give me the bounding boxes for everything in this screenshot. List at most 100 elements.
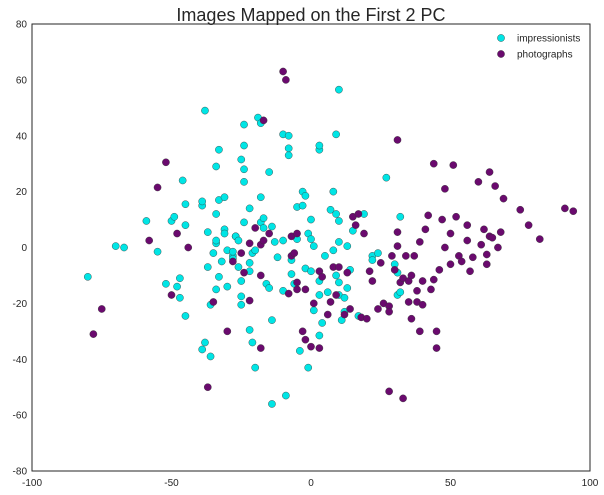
data-point	[307, 215, 315, 224]
data-point	[446, 229, 455, 238]
data-point	[516, 205, 525, 214]
y-tick-label: -60	[13, 411, 28, 422]
data-point	[268, 316, 276, 324]
data-point	[256, 271, 265, 280]
data-point	[240, 218, 248, 227]
data-point	[245, 204, 254, 213]
data-point	[307, 342, 315, 351]
data-point	[315, 141, 324, 150]
data-point	[256, 193, 265, 202]
data-point	[438, 215, 446, 224]
data-point	[206, 352, 215, 361]
data-point	[181, 200, 190, 208]
data-point	[268, 222, 276, 231]
data-point	[229, 257, 237, 266]
data-point	[248, 338, 257, 347]
data-point	[212, 210, 220, 218]
data-point	[429, 159, 438, 168]
data-point	[496, 228, 505, 236]
data-point	[237, 292, 246, 301]
data-point	[374, 249, 382, 257]
y-tick-label: 40	[16, 131, 28, 142]
data-point	[240, 165, 248, 174]
x-tick-label: 50	[445, 478, 457, 489]
data-point	[376, 259, 385, 267]
data-point	[251, 224, 259, 232]
data-point	[245, 326, 254, 334]
data-point	[170, 212, 179, 221]
data-point	[424, 211, 432, 220]
data-point	[335, 85, 343, 94]
data-point	[407, 314, 416, 323]
y-tick-label: 20	[16, 187, 28, 198]
data-point	[315, 291, 324, 299]
data-point	[256, 344, 265, 352]
data-point	[421, 225, 430, 234]
data-point	[351, 221, 360, 229]
data-point	[365, 267, 374, 276]
data-point	[279, 236, 287, 245]
data-point	[326, 298, 335, 306]
data-point	[390, 266, 399, 274]
data-point	[184, 243, 193, 252]
data-point	[463, 236, 472, 245]
y-tick-label: 80	[16, 20, 28, 31]
data-point	[293, 229, 301, 238]
data-point	[153, 247, 162, 256]
data-point	[488, 233, 497, 242]
legend-label: impressionists	[517, 34, 580, 45]
data-point	[259, 224, 268, 232]
y-tick-label: -40	[13, 355, 28, 366]
data-point	[399, 394, 407, 403]
data-point	[198, 197, 206, 206]
data-point	[418, 277, 427, 285]
x-tick-label: -50	[164, 478, 179, 489]
data-point	[494, 243, 502, 252]
data-point	[298, 201, 307, 210]
legend: impressionists photographs	[497, 34, 580, 61]
data-point	[240, 120, 248, 129]
data-point	[282, 76, 290, 84]
data-point	[335, 217, 343, 225]
data-point	[368, 277, 377, 285]
data-point	[307, 235, 315, 243]
data-point	[240, 178, 248, 186]
data-point	[524, 221, 533, 229]
data-point	[416, 327, 424, 336]
data-point	[296, 347, 304, 355]
data-point	[343, 242, 352, 250]
data-point	[457, 257, 466, 266]
data-point	[215, 145, 223, 154]
data-point	[569, 207, 578, 215]
data-point	[418, 300, 427, 309]
x-tick-label: 100	[582, 478, 599, 489]
data-point	[84, 273, 92, 281]
data-point	[293, 285, 301, 294]
data-point	[268, 400, 276, 408]
data-point	[245, 239, 254, 248]
data-point	[176, 274, 184, 283]
data-point	[463, 221, 472, 229]
data-point	[245, 259, 254, 267]
data-point	[385, 307, 393, 316]
data-point	[318, 273, 326, 281]
data-point	[220, 229, 229, 238]
data-point	[449, 161, 458, 169]
data-point	[167, 291, 176, 299]
data-point	[265, 284, 273, 292]
data-point	[178, 176, 187, 185]
data-point	[301, 285, 310, 294]
data-point	[298, 327, 307, 336]
data-point	[326, 205, 335, 214]
data-point	[335, 278, 343, 287]
data-point	[432, 344, 441, 352]
data-point	[301, 335, 310, 344]
data-point	[321, 252, 329, 260]
y-tick-label: 0	[21, 243, 27, 254]
chart-title: Images Mapped on the First 2 PC	[176, 5, 445, 25]
data-point	[309, 306, 318, 315]
data-point	[203, 263, 212, 271]
data-point	[173, 282, 181, 291]
data-point	[265, 229, 273, 238]
